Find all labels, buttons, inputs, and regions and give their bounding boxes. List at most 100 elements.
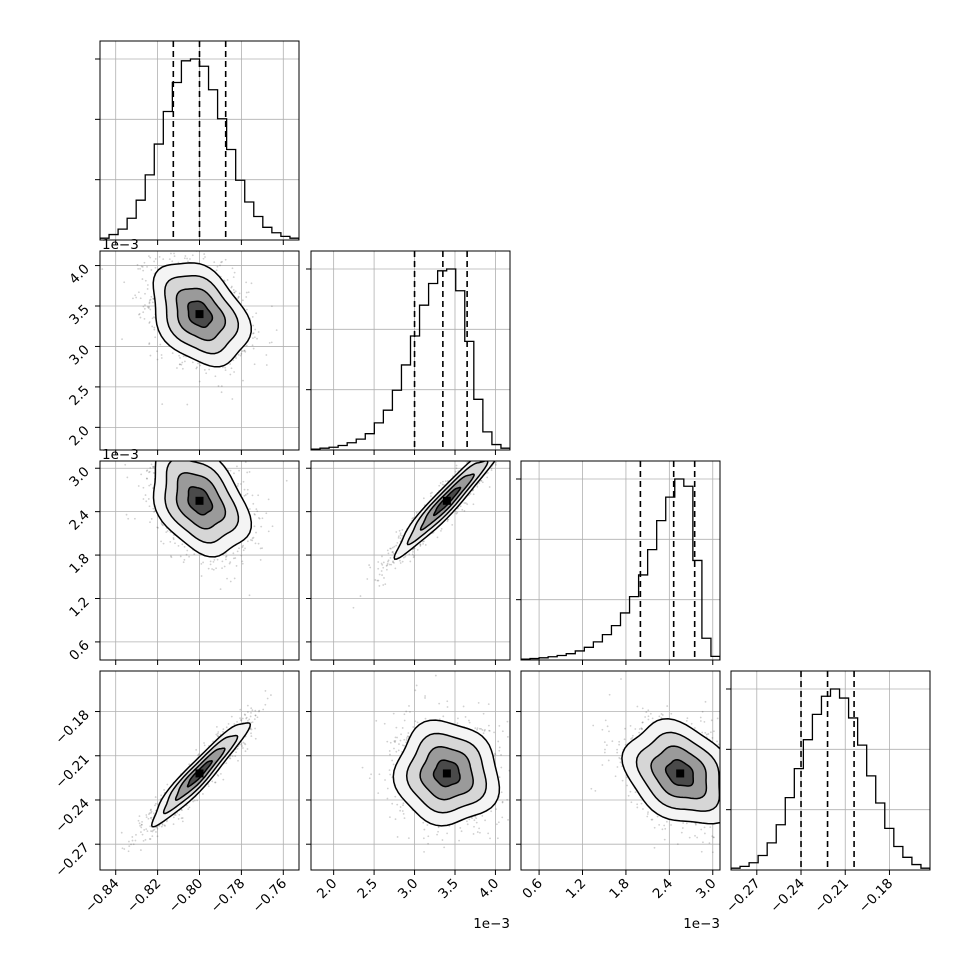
scatter-point [469, 492, 472, 495]
scatter-point [725, 788, 727, 790]
scatter-point [641, 721, 644, 724]
scatter-point [413, 547, 416, 550]
scatter-point [183, 558, 186, 561]
scatter-point [146, 288, 149, 290]
scatter-point [246, 488, 249, 491]
scatter-point [620, 678, 622, 680]
scatter-point [752, 797, 754, 799]
scatter-point [394, 567, 397, 570]
scatter-point [472, 459, 474, 461]
scatter-point [148, 301, 151, 304]
scatter-point [608, 730, 610, 733]
scatter-point [424, 544, 427, 546]
scatter-point [616, 748, 618, 751]
scatter-point [408, 705, 410, 707]
scatter-point [140, 823, 143, 826]
scatter-point [220, 261, 222, 264]
scatter-point [757, 802, 759, 804]
scatter-point [447, 480, 449, 482]
scatter-point [498, 749, 501, 752]
scatter-point [168, 440, 170, 442]
scatter-point [380, 562, 383, 565]
scatter-point [198, 456, 200, 458]
scatter-point [197, 362, 199, 365]
scatter-point [395, 531, 398, 533]
scatter-point [241, 562, 244, 565]
scatter-point [733, 763, 735, 765]
scatter-point [727, 795, 729, 797]
scatter-point [466, 820, 468, 823]
scatter-point [257, 516, 260, 519]
scatter-point [631, 736, 634, 739]
scatter-point [704, 732, 707, 734]
scatter-point [702, 841, 704, 844]
scatter-point [494, 753, 497, 756]
scatter-point [476, 727, 479, 730]
scatter-point [154, 796, 157, 798]
scatter-point [166, 783, 169, 786]
scatter-point [213, 438, 215, 440]
scatter-point [183, 438, 185, 440]
scatter-point [255, 531, 257, 534]
scatter-point [249, 715, 252, 718]
scatter-point [236, 550, 239, 553]
scatter-point [661, 828, 664, 831]
scatter-point [135, 296, 138, 299]
scatter-point [438, 718, 441, 721]
scatter-point [244, 714, 247, 716]
scatter-point [187, 260, 189, 263]
scatter-point [215, 725, 218, 728]
scatter-point [163, 789, 166, 791]
scatter-point [246, 704, 249, 707]
scatter-point [724, 799, 726, 801]
scatter-point [468, 719, 470, 722]
scatter-point [271, 525, 274, 528]
scatter-point [267, 498, 270, 501]
contour-level-0 [392, 719, 501, 827]
scatter-point [501, 800, 504, 803]
scatter-point [440, 528, 443, 530]
scatter-point [184, 255, 187, 257]
scatter-point [152, 466, 155, 469]
scatter-point [237, 295, 240, 298]
scatter-point [155, 831, 157, 833]
scatter-point [149, 825, 152, 828]
scatter-point [415, 511, 418, 514]
scatter-point [148, 470, 151, 473]
scatter-point [211, 568, 214, 570]
scatter-point [485, 453, 487, 455]
scatter-point [722, 767, 724, 769]
scatter-point [171, 425, 173, 427]
scatter-point [249, 539, 252, 541]
scatter-point [412, 550, 414, 553]
scatter-point [661, 714, 664, 716]
scatter-point [243, 713, 246, 716]
scatter-point [174, 814, 177, 816]
scatter-point [493, 428, 495, 430]
scatter-point [733, 807, 735, 809]
scatter-point [498, 436, 500, 438]
scatter-point [732, 776, 734, 778]
scatter-point [211, 455, 213, 457]
scatter-point [399, 534, 402, 536]
scatter-point [731, 863, 733, 865]
scatter-point [736, 845, 738, 847]
scatter-point [603, 751, 606, 754]
scatter-point [711, 737, 714, 739]
scatter-point [396, 736, 398, 739]
scatter-point [224, 369, 227, 372]
scatter-point [173, 255, 176, 258]
scatter-point [171, 352, 174, 355]
scatter-point [135, 833, 137, 836]
scatter-point [145, 500, 148, 503]
contour-level-3 [186, 760, 213, 788]
scatter-point [477, 459, 479, 461]
scatter-point [427, 842, 429, 845]
scatter-point [392, 712, 395, 715]
scatter-point [152, 812, 155, 815]
scatter-point [389, 547, 392, 550]
histogram-layer [100, 41, 930, 870]
scatter-point [186, 403, 189, 406]
scatter-point [142, 498, 145, 500]
scatter-point [514, 780, 516, 782]
